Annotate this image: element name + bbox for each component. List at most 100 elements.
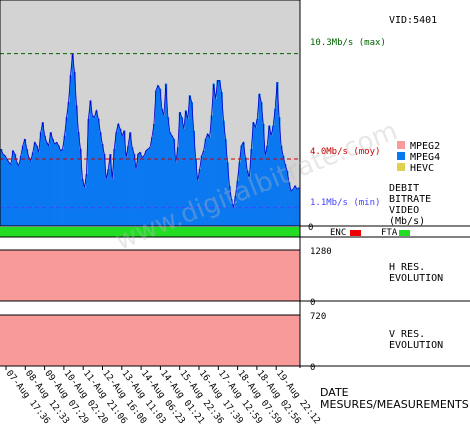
bitrate-bar [150, 137, 154, 226]
bitrate-bar [268, 125, 271, 226]
bitrate-bar [19, 155, 23, 226]
bitrate-bar [226, 162, 229, 226]
bitrate-bar [184, 110, 188, 226]
x-axis-title-line-1: DATE [320, 386, 349, 399]
max-reference-label: 10.3Mb/s (max) [310, 38, 386, 48]
bitrate-line [0, 53, 300, 208]
bitrate-bar [292, 189, 295, 226]
v-resolution-bar [0, 315, 300, 366]
bitrate-bar [77, 132, 80, 226]
bitrate-bar [280, 145, 283, 226]
bitrate-bar [248, 177, 251, 226]
bitrate-bar [242, 142, 245, 226]
bitrate-bar [135, 169, 138, 226]
bitrate-bar [174, 162, 178, 226]
bitrate-bar [45, 142, 48, 226]
bitrate-bar [91, 115, 94, 226]
bitrate-bar [228, 185, 231, 226]
bitrate-bar [240, 145, 243, 226]
bitrate-bar [182, 128, 186, 226]
bitrate-bar [33, 142, 37, 226]
bitrate-bar [262, 123, 265, 226]
bitrate-bar [260, 102, 263, 226]
bitrate-bar [218, 80, 221, 226]
bitrate-bar [154, 90, 158, 227]
bitrate-bar [115, 132, 118, 226]
bitrate-bar [194, 159, 197, 226]
bitrate-bar [152, 123, 156, 226]
bitrate-bar [254, 127, 257, 226]
h-res-zero-tick: 0 [310, 298, 315, 308]
bitrate-bar [53, 143, 56, 226]
bitrate-bar [282, 155, 285, 226]
legend-label-hevc: HEVC [410, 163, 434, 174]
legend-label-mpeg4: MPEG4 [410, 152, 440, 163]
bitrate-bar [143, 155, 146, 226]
bitrate-bar [5, 159, 9, 226]
bitrate-bar [206, 133, 209, 226]
bitrate-bar [21, 145, 25, 226]
bitrate-bar [41, 122, 45, 226]
bitrate-bar [220, 92, 223, 226]
bitrate-bar [180, 117, 184, 226]
bitrate-bar [208, 137, 211, 226]
h-res-title-line-1: H RES. [389, 262, 425, 273]
bitrate-bar [168, 132, 172, 226]
bitrate-bar [162, 115, 166, 226]
bitrate-bar [123, 130, 126, 226]
bitrate-bar [9, 164, 13, 226]
bitrate-bar [149, 147, 152, 226]
bitrate-bar [147, 148, 150, 226]
bitrate-bar [113, 148, 116, 226]
bitrate-bar [198, 169, 201, 226]
bitrate-bar [125, 157, 128, 226]
fta-status-strip [0, 227, 300, 237]
bitrate-bar [51, 138, 54, 226]
bitrate-bar [1, 154, 5, 226]
bitrate-bar [127, 145, 130, 226]
bitrate-bar [39, 132, 43, 226]
bitrate-bar [246, 170, 249, 226]
bitrate-bar [176, 147, 180, 226]
bitrate-bar [212, 83, 215, 226]
bitrate-title-line-1: DEBIT [389, 183, 419, 194]
h-resolution-bar [0, 250, 300, 301]
bitrate-bar [145, 150, 148, 226]
bitrate-bar [109, 154, 112, 226]
bitrate-bar [270, 135, 273, 226]
bitrate-bar [7, 162, 11, 226]
bitrate-bar [272, 125, 275, 226]
enc-label: ENC [330, 228, 346, 238]
bitrate-bar [278, 117, 281, 226]
bitrate-area-series [0, 53, 301, 227]
bitrate-bar [196, 180, 199, 226]
x-axis-title-line-2: MESURES/MEASUREMENTS [320, 398, 469, 411]
bitrate-bar [31, 152, 35, 226]
bitrate-bar [97, 118, 100, 226]
bitrate-bar [15, 162, 19, 226]
bitrate-bar [67, 102, 70, 226]
bitrate-bar [178, 112, 182, 226]
bitrate-bar [250, 148, 253, 226]
min-reference-label: 1.1Mb/s (min) [310, 198, 380, 208]
bitrate-bar [89, 100, 92, 226]
bitrate-bar [190, 102, 194, 226]
bitrate-bar [83, 187, 86, 226]
bitrate-bar [129, 132, 132, 226]
bitrate-bar [230, 199, 233, 226]
bitrate-bar [158, 88, 162, 226]
bitrate-bar [290, 190, 293, 226]
bitrate-bar [103, 154, 106, 226]
bitrate-bar [63, 135, 66, 226]
legend-swatch-hevc [397, 163, 405, 171]
v-res-value-tick: 720 [310, 312, 326, 322]
bitrate-bar [55, 142, 58, 226]
v-res-zero-tick: 0 [310, 363, 315, 373]
bitrate-bar [252, 122, 255, 226]
bitrate-bar [294, 185, 297, 226]
bitrate-bar [101, 143, 104, 226]
vid-label: VID:5401 [389, 15, 437, 26]
bitrate-bar [137, 154, 140, 226]
